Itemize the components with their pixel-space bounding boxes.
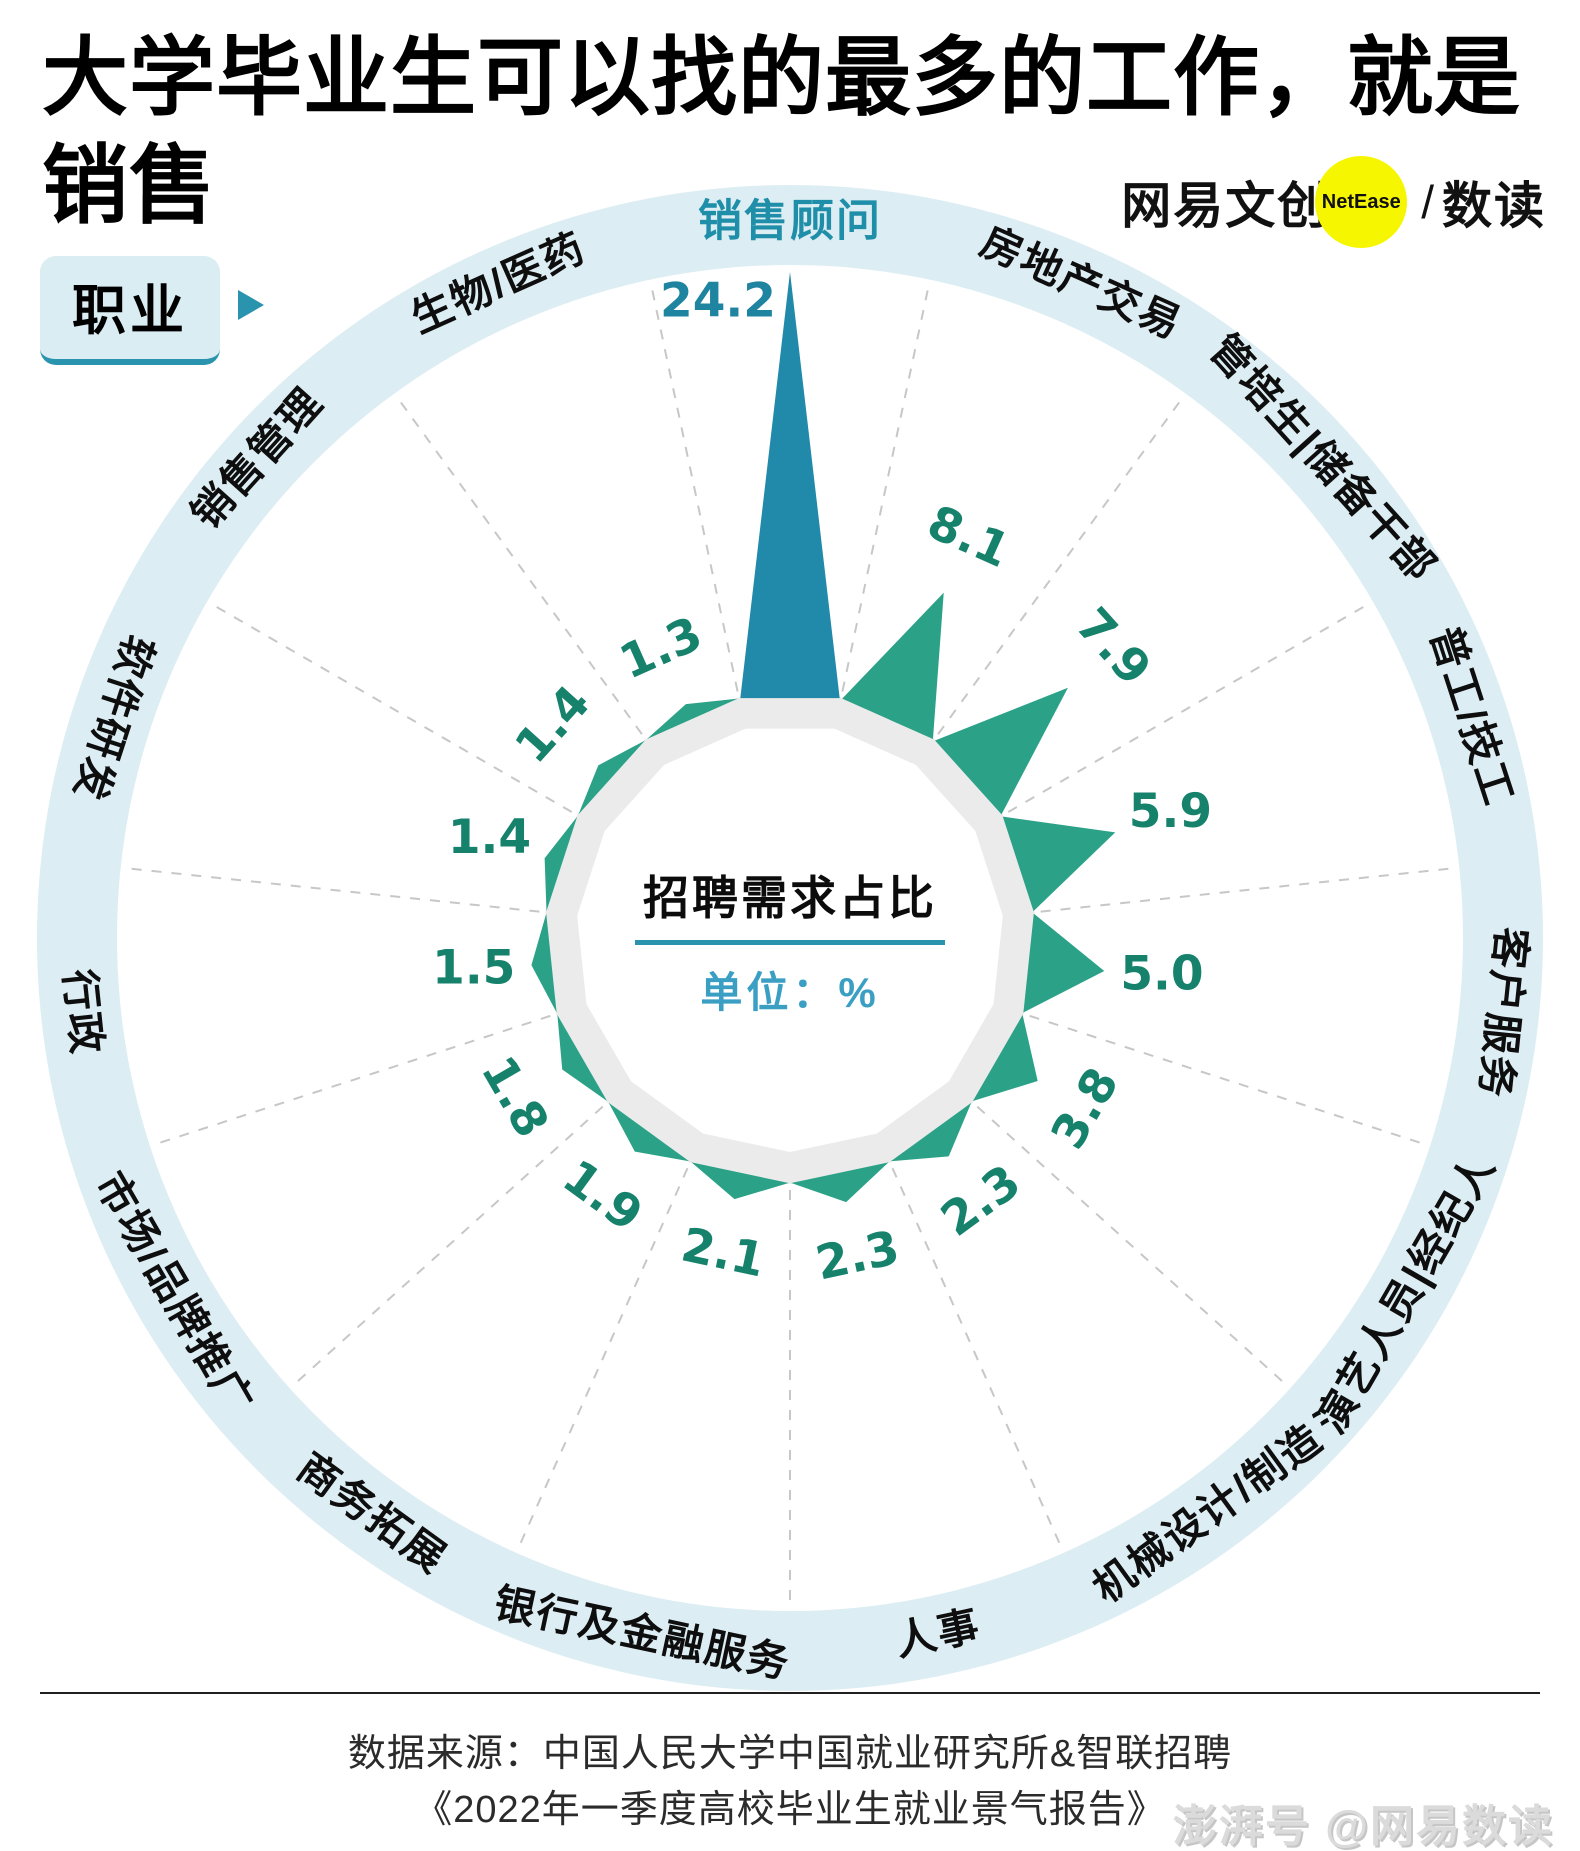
value-label-客户服务: 5.0 xyxy=(1120,947,1203,1002)
value-label-市场/品牌推广: 1.8 xyxy=(470,1047,559,1147)
sector-dashed-line xyxy=(293,1105,604,1386)
sector-dashed-line xyxy=(937,397,1183,735)
sector-dashed-line xyxy=(1029,1014,1425,1146)
page-title: 大学毕业生可以找的最多的工作，就是 销售 xyxy=(42,24,1542,241)
spike-银行及金融服务 xyxy=(691,1162,789,1200)
value-label-银行及金融服务: 2.1 xyxy=(677,1217,770,1288)
sector-dashed-line xyxy=(891,1167,1063,1548)
category-label-管培生|储备干部: 管培生|储备干部 xyxy=(1201,326,1446,590)
spike-普工/技工 xyxy=(1002,816,1116,912)
sector-dashed-line xyxy=(211,603,573,813)
data-source-line1: 数据来源：中国人民大学中国就业研究所&智联招聘 xyxy=(347,1733,1233,1775)
arrow-right-icon xyxy=(238,290,264,320)
page-title-line2: 销售 xyxy=(42,138,216,235)
netease-circle-logo-icon: NetEase xyxy=(1315,156,1408,248)
value-label-管培生|储备干部: 7.9 xyxy=(1065,598,1162,697)
sector-dashed-line xyxy=(1007,603,1369,813)
brand-text: 网易文创 xyxy=(1121,178,1330,234)
value-label-人事: 2.3 xyxy=(811,1220,904,1291)
sub-brand-text: 数读 xyxy=(1442,178,1546,234)
category-label-演艺人员|经纪人: 演艺人员|经纪人 xyxy=(1307,1146,1504,1441)
value-label-销售顾问: 24.2 xyxy=(660,274,776,329)
page-title-line1: 大学毕业生可以找的最多的工作，就是 xyxy=(42,30,1521,126)
value-label-商务拓展: 1.9 xyxy=(553,1149,653,1242)
spike-人事 xyxy=(791,1162,889,1203)
spike-生物/医药 xyxy=(647,698,738,740)
spike-销售管理 xyxy=(578,740,645,815)
spike-演艺人员|经纪人 xyxy=(972,1014,1038,1101)
spike-销售顾问 xyxy=(740,272,840,699)
value-label-软件研发: 1.4 xyxy=(448,810,531,865)
value-label-行政: 1.5 xyxy=(432,941,515,996)
category-label-机械设计/制造: 机械设计/制造 xyxy=(1085,1415,1332,1612)
sector-dashed-line xyxy=(397,397,643,735)
sector-dashed-line xyxy=(841,285,930,692)
sector-dashed-line xyxy=(1040,867,1454,913)
spike-客户服务 xyxy=(1023,913,1105,1013)
value-label-演艺人员|经纪人: 3.8 xyxy=(1041,1059,1130,1159)
data-source-line2: 《2022年一季度高校毕业生就业景气报告》 xyxy=(414,1789,1166,1831)
value-label-机械设计/制造: 2.3 xyxy=(931,1154,1031,1247)
spike-管培生|储备干部 xyxy=(935,687,1068,815)
spike-软件研发 xyxy=(544,816,578,912)
logo-slash: / xyxy=(1421,176,1434,228)
footer-divider xyxy=(40,1692,1540,1694)
spike-房地产交易 xyxy=(842,592,944,740)
spike-商务拓展 xyxy=(608,1102,690,1162)
sector-dashed-line xyxy=(517,1167,689,1548)
sector-dashed-line xyxy=(126,867,540,913)
sector-dashed-line xyxy=(650,285,739,692)
watermark: 澎湃号 @网易数读 xyxy=(1172,1802,1554,1851)
publisher-logo: 网易文创 NetEase / 数读 xyxy=(1121,156,1546,248)
legend-category-badge: 职业 xyxy=(40,256,264,365)
value-label-销售管理: 1.4 xyxy=(505,675,602,774)
sector-dashed-line xyxy=(155,1014,551,1146)
spike-机械设计/制造 xyxy=(890,1102,972,1162)
value-label-普工/技工: 5.9 xyxy=(1129,784,1212,839)
category-label-市场/品牌推广: 市场/品牌推广 xyxy=(87,1164,263,1422)
value-label-房地产交易: 8.1 xyxy=(919,495,1017,579)
spike-行政 xyxy=(531,913,557,1013)
spike-市场/品牌推广 xyxy=(557,1014,608,1101)
legend-category-label: 职业 xyxy=(72,281,188,341)
category-label-销售顾问: 销售顾问 xyxy=(698,197,882,246)
sector-dashed-line xyxy=(976,1105,1287,1386)
value-label-生物/医药: 1.3 xyxy=(612,606,710,690)
category-label-行政: 行政 xyxy=(56,967,111,1057)
